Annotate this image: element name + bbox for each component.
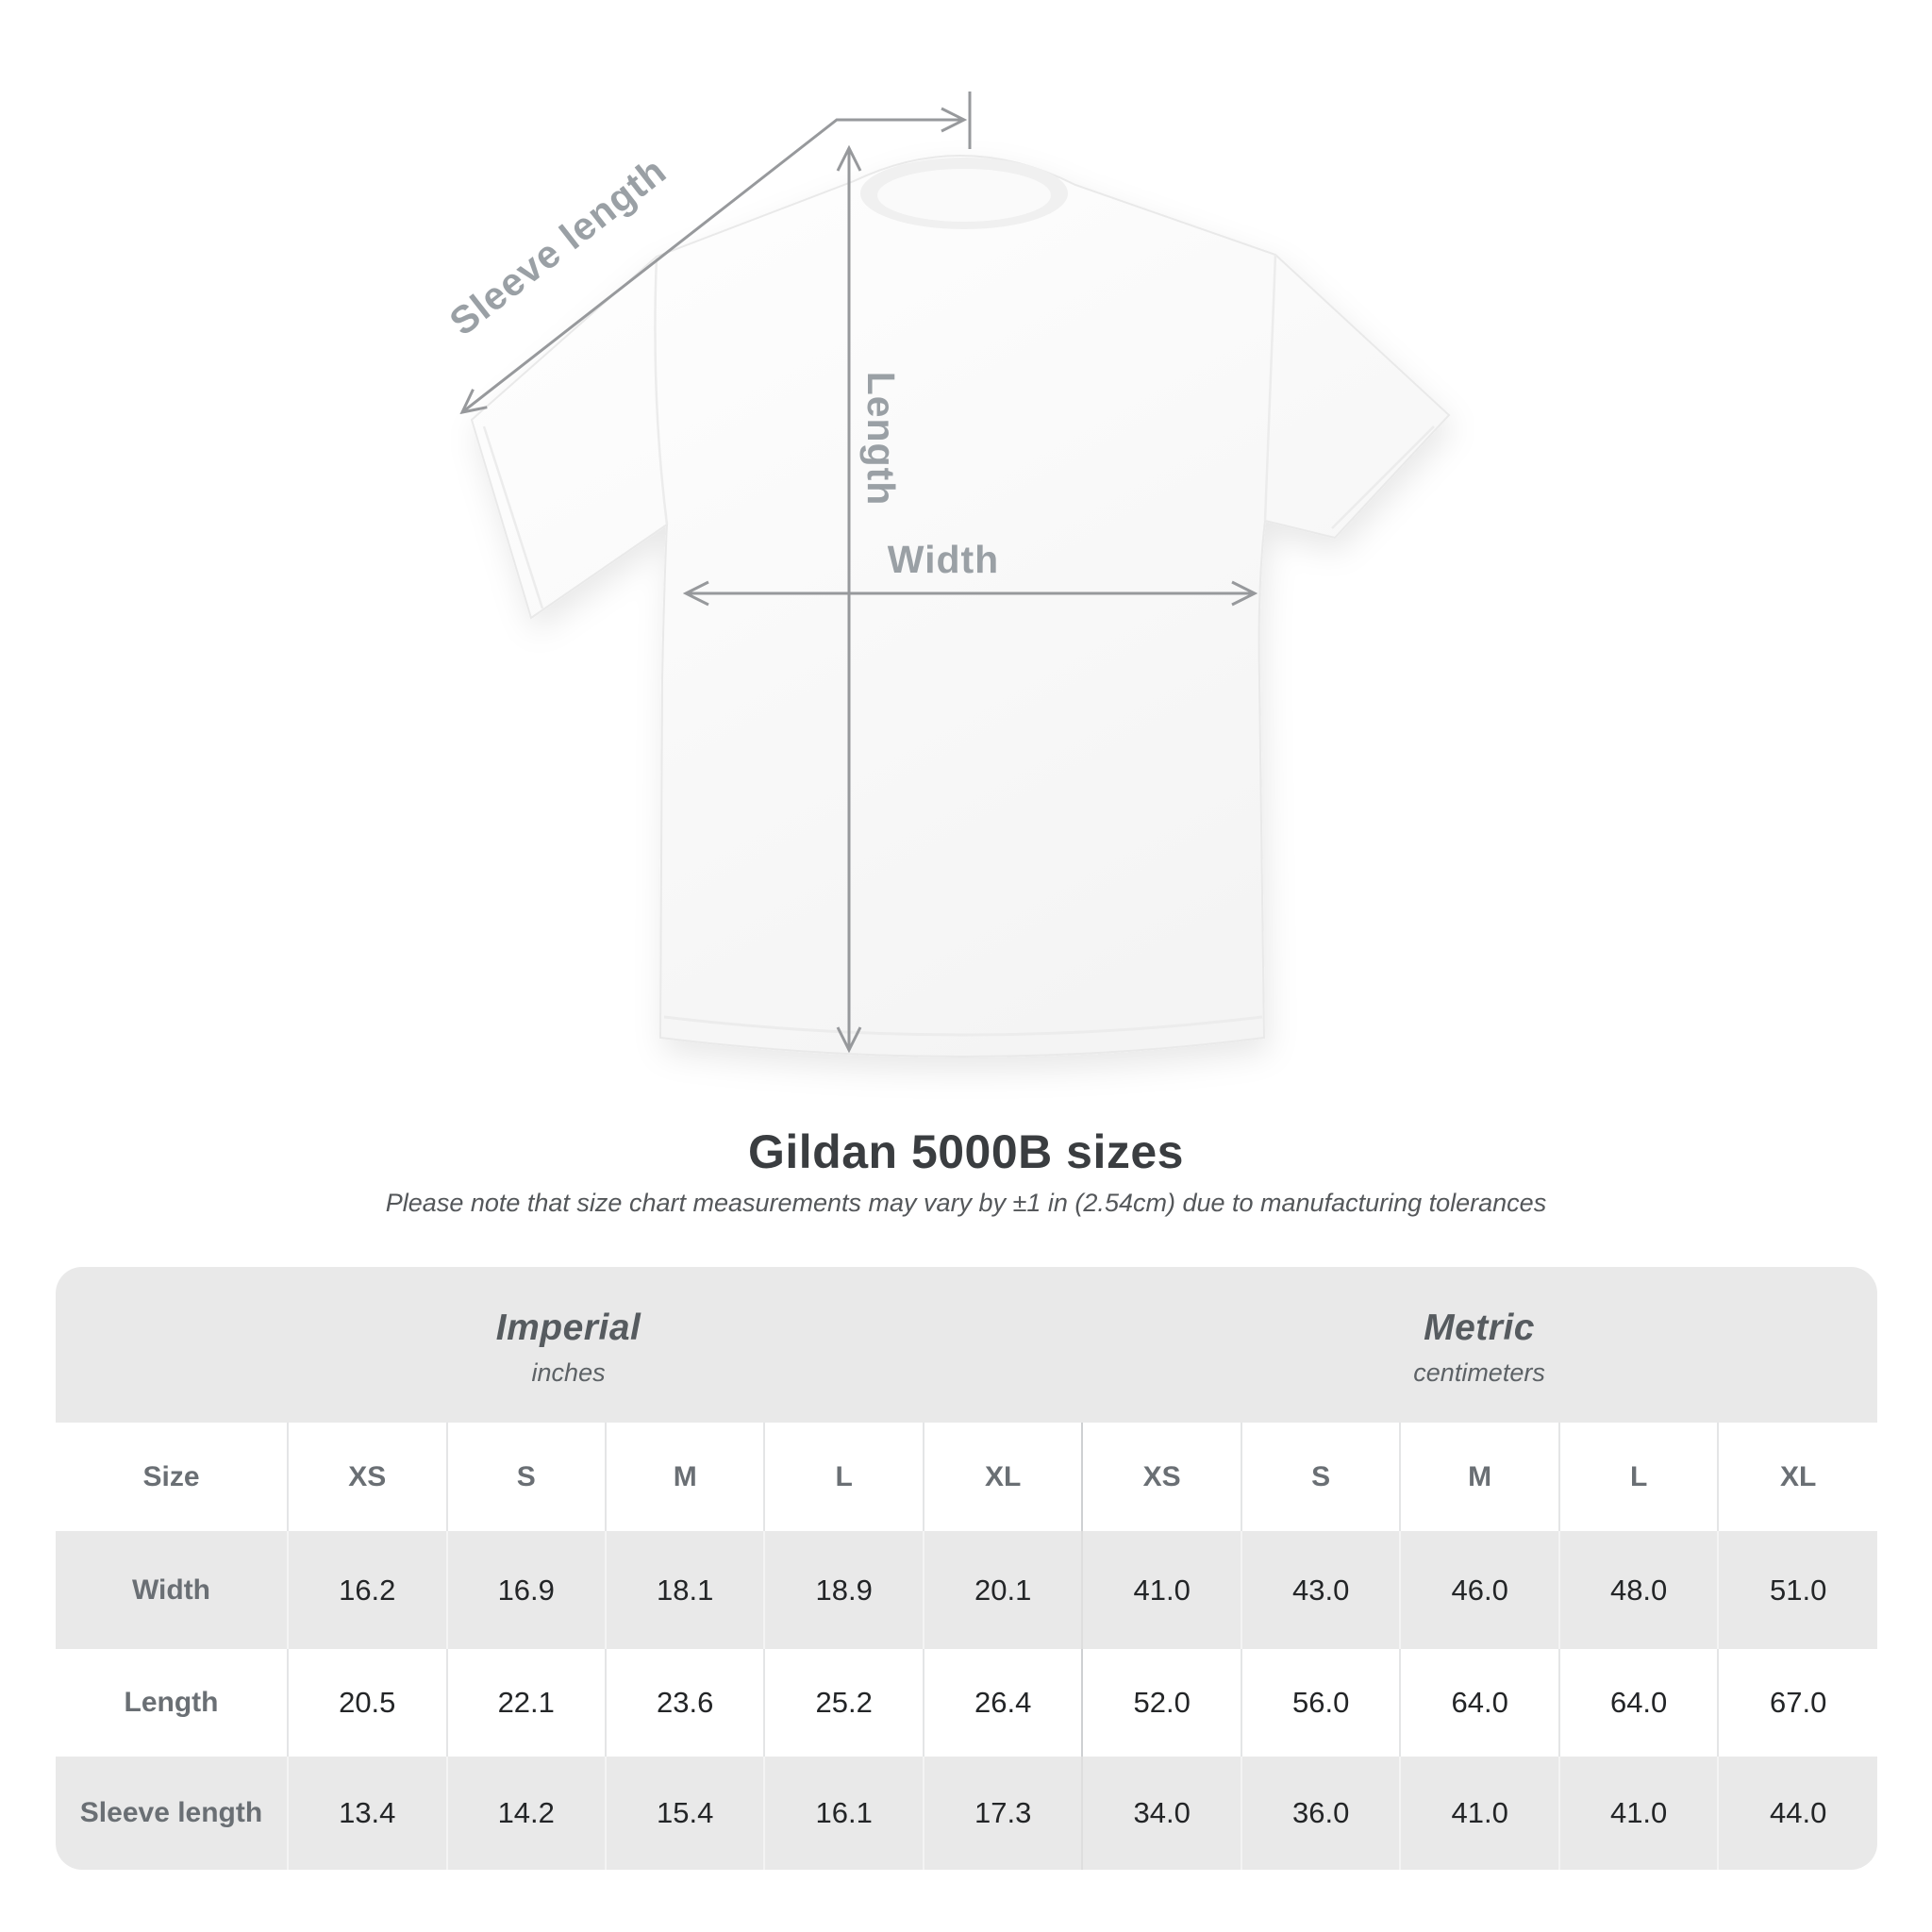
size-header-cell: S <box>1240 1423 1401 1531</box>
size-header-cell: XL <box>922 1423 1083 1531</box>
value-cell: 48.0 <box>1557 1531 1719 1649</box>
sleeve-length-arrow <box>462 120 964 412</box>
value-cell: 17.3 <box>922 1757 1083 1870</box>
right-armhole-seam <box>1263 254 1277 522</box>
size-table: Size XS S M L XL XS S M L XL Width 16.2 … <box>56 1423 1877 1870</box>
imperial-group-header: Imperial inches <box>56 1267 1081 1423</box>
value-cell: 20.1 <box>922 1531 1083 1649</box>
right-cuff-seam <box>1331 425 1435 529</box>
value-cell: 14.2 <box>445 1757 606 1870</box>
size-header-cell: M <box>1399 1423 1559 1531</box>
value-cell: 16.9 <box>445 1531 606 1649</box>
size-header-cell: L <box>1557 1423 1719 1531</box>
value-cell: 20.5 <box>287 1649 447 1757</box>
value-cell: 23.6 <box>604 1649 765 1757</box>
length-label: Length <box>859 372 903 507</box>
metric-unit: centimeters <box>1413 1358 1545 1387</box>
value-cell: 64.0 <box>1557 1649 1719 1757</box>
imperial-unit: inches <box>531 1358 606 1387</box>
value-cell: 16.1 <box>763 1757 924 1870</box>
value-cell: 41.0 <box>1557 1757 1719 1870</box>
width-label: Width <box>888 538 999 581</box>
size-header-cell: L <box>763 1423 924 1531</box>
row-label-cell: Length <box>56 1649 289 1757</box>
page-title: Gildan 5000B sizes <box>747 1125 1184 1178</box>
value-cell: 51.0 <box>1717 1531 1877 1649</box>
value-cell: 44.0 <box>1717 1757 1877 1870</box>
metric-group-header: Metric centimeters <box>1081 1267 1877 1423</box>
size-header-row: Size XS S M L XL XS S M L XL <box>56 1423 1877 1531</box>
metric-label: Metric <box>1424 1307 1535 1348</box>
collar-opening <box>877 169 1051 222</box>
value-cell: 67.0 <box>1717 1649 1877 1757</box>
size-header-cell: M <box>604 1423 765 1531</box>
tolerance-note: Please note that size chart measurements… <box>385 1189 1547 1217</box>
value-cell: 41.0 <box>1399 1757 1559 1870</box>
left-cuff-seam <box>482 425 544 609</box>
value-cell: 34.0 <box>1081 1757 1241 1870</box>
value-cell: 36.0 <box>1240 1757 1401 1870</box>
size-col-header: Size <box>56 1423 289 1531</box>
unit-group-header: Imperial inches Metric centimeters <box>56 1267 1877 1423</box>
value-cell: 41.0 <box>1081 1531 1241 1649</box>
size-chart-card: Imperial inches Metric centimeters Size … <box>56 1267 1877 1870</box>
imperial-label: Imperial <box>495 1307 641 1348</box>
row-label-cell: Sleeve length <box>79 1797 263 1828</box>
value-cell: 52.0 <box>1081 1649 1241 1757</box>
row-label-cell: Width <box>131 1574 211 1606</box>
value-cell: 64.0 <box>1399 1649 1559 1757</box>
value-cell: 25.2 <box>763 1649 924 1757</box>
value-cell: 13.4 <box>287 1757 447 1870</box>
value-cell: 18.9 <box>763 1531 924 1649</box>
value-cell: 15.4 <box>604 1757 765 1870</box>
hem-stitch <box>663 1015 1263 1037</box>
value-cell: 46.0 <box>1399 1531 1559 1649</box>
size-header-cell: XS <box>1081 1423 1241 1531</box>
value-cell: 43.0 <box>1240 1531 1401 1649</box>
size-header-cell: XL <box>1717 1423 1877 1531</box>
value-cell: 16.2 <box>287 1531 447 1649</box>
size-header-cell: XS <box>287 1423 447 1531</box>
sleeve-length-row: Sleeve length 13.4 14.2 15.4 16.1 17.3 3… <box>56 1757 1877 1870</box>
width-row: Width 16.2 16.9 18.1 18.9 20.1 41.0 43.0… <box>56 1531 1877 1649</box>
value-cell: 26.4 <box>922 1649 1083 1757</box>
value-cell: 22.1 <box>445 1649 606 1757</box>
value-cell: 56.0 <box>1240 1649 1401 1757</box>
measurement-lines <box>462 92 1255 1050</box>
tshirt-measurement-diagram: Sleeve length Length Width <box>441 92 1451 1058</box>
length-row: Length 20.5 22.1 23.6 25.2 26.4 52.0 56.… <box>56 1649 1877 1757</box>
value-cell: 18.1 <box>604 1531 765 1649</box>
size-header-cell: S <box>445 1423 606 1531</box>
